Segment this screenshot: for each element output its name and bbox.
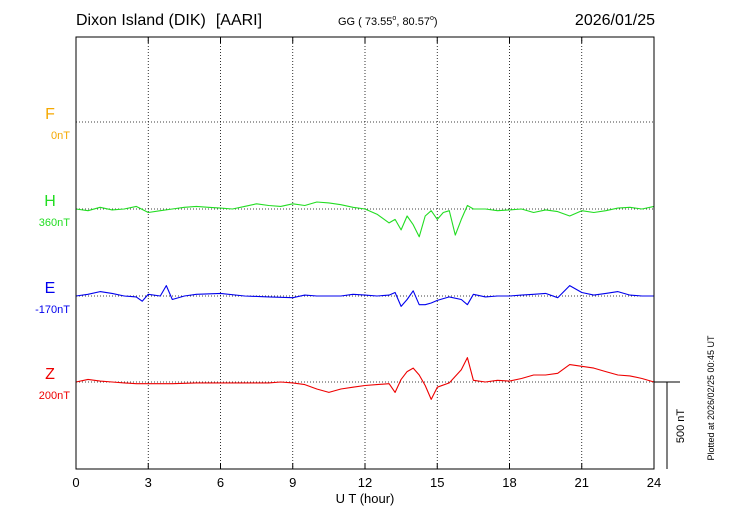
component-labels: F 0nT H 360nT E -170nT Z 200nT (35, 106, 70, 402)
component-name-h: H (44, 193, 56, 210)
x-tick-label: 0 (72, 475, 79, 490)
component-baseline-z: 200nT (39, 390, 70, 402)
trace-e (75, 285, 654, 307)
trace-z (75, 357, 655, 400)
component-baseline-f: 0nT (51, 130, 70, 142)
scale-bar-label: 500 nT (675, 409, 687, 444)
x-tick-labels: 0 3 6 9 12 15 18 21 24 (72, 475, 661, 490)
x-tick-marks (75, 37, 655, 469)
data-traces (75, 201, 655, 400)
component-baseline-e: -170nT (35, 304, 70, 316)
x-tick-label: 6 (217, 475, 224, 490)
component-name-f: F (45, 106, 55, 123)
grid-lines (147, 37, 583, 469)
x-tick-label: 3 (145, 475, 152, 490)
component-name-e: E (45, 280, 56, 297)
x-axis-label: U T (hour) (336, 491, 395, 506)
plotted-timestamp: Plotted at 2026/02/25 00:45 UT (706, 335, 716, 461)
trace-h (75, 201, 655, 238)
x-tick-label: 18 (502, 475, 516, 490)
institute-name: [AARI] (216, 12, 262, 29)
x-tick-label: 21 (575, 475, 589, 490)
plot-date: 2026/01/25 (575, 12, 655, 29)
geo-coordinates: GG ( 73.55o, 80.57o) (338, 15, 438, 28)
x-tick-label: 9 (289, 475, 296, 490)
component-baseline-h: 360nT (39, 217, 70, 229)
x-tick-label: 12 (358, 475, 372, 490)
scale-bar: 500 nT (654, 381, 687, 469)
station-name: Dixon Island (DIK) (76, 12, 206, 29)
x-tick-label: 24 (647, 475, 661, 490)
component-name-z: Z (45, 366, 55, 383)
x-tick-label: 15 (430, 475, 444, 490)
station-title: Dixon Island (DIK) [AARI] (76, 12, 262, 29)
